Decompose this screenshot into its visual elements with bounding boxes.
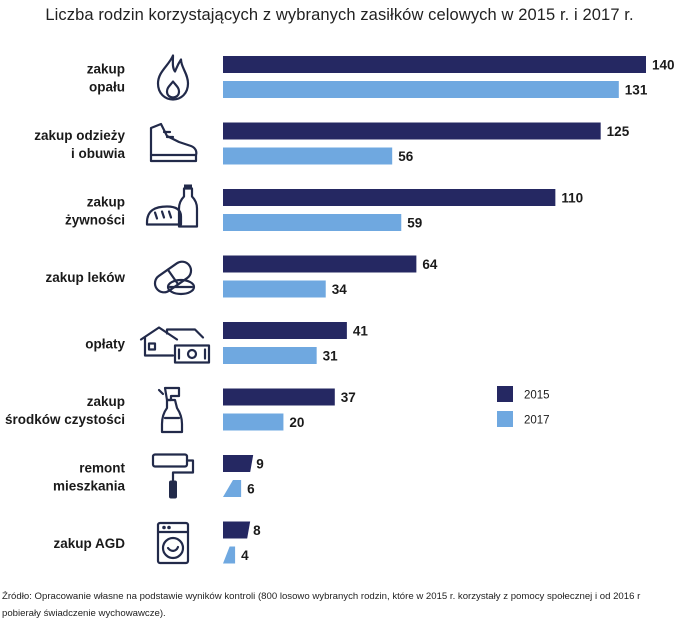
category-label-line: zakup (87, 62, 125, 77)
value-label-2015: 125 (607, 124, 630, 139)
legend: 2015 2017 (497, 386, 550, 427)
bar-2015 (223, 322, 347, 339)
bar-2015 (223, 388, 335, 406)
bar-2017 (223, 147, 393, 165)
shoe-icon (149, 122, 198, 163)
bar-chart: zakup opału zakup odzieży i obuwia zakup żywn… (5, 54, 675, 565)
washing-machine-icon (156, 521, 190, 565)
bar-2017 (223, 546, 236, 564)
bar-2015 (223, 521, 251, 539)
bar-2017 (223, 81, 619, 98)
category-label: remont mieszkania (53, 461, 126, 494)
bars (223, 56, 646, 564)
bar-2017 (223, 480, 242, 497)
category-label-line: zakup (87, 394, 125, 409)
value-label-2017: 31 (323, 349, 339, 364)
bar-2015 (223, 189, 556, 206)
legend-label-2015: 2015 (524, 390, 550, 402)
category-label: zakup środków czystości (5, 394, 125, 427)
legend-label-2017: 2017 (524, 415, 550, 427)
category-label-line: opłaty (85, 337, 125, 352)
spray-bottle-icon (157, 386, 184, 434)
bar-2017 (223, 214, 402, 231)
value-label-2017: 34 (332, 282, 348, 297)
category-label-line: żywności (65, 213, 125, 228)
source-note: Źródło: Opracowanie własne na podstawie … (2, 591, 641, 619)
chart-title: Liczba rodzin korzystających z wybranych… (45, 6, 634, 24)
category-label: zakup leków (45, 270, 125, 285)
value-label-2015: 9 (256, 457, 264, 472)
bar-2017 (223, 280, 326, 298)
category-label-line: opału (89, 80, 125, 95)
category-label-line: i obuwia (71, 146, 125, 161)
value-label-2015: 64 (422, 257, 438, 272)
category-label-line: zakup AGD (53, 536, 125, 551)
category-label: zakup odzieży i obuwia (34, 128, 125, 161)
category-labels: zakup opału zakup odzieży i obuwia zakup żywn… (5, 62, 126, 552)
bread-bottle-icon (145, 184, 199, 228)
paint-roller-icon (151, 453, 195, 499)
value-label-2015: 37 (341, 390, 356, 405)
category-label: zakup opału (87, 62, 125, 95)
value-labels: 140 131 125 56 110 59 64 34 41 31 37 20 96 84 (241, 58, 674, 564)
category-label-line: zakup leków (45, 270, 125, 285)
value-label-2017: 59 (407, 216, 422, 231)
category-label: opłaty (85, 337, 125, 352)
legend-swatch-2015 (497, 386, 513, 402)
bar-2015 (223, 255, 417, 273)
category-label-line: środków czystości (5, 412, 125, 427)
value-label-2017: 6 (247, 482, 255, 497)
category-label: zakup żywności (65, 195, 125, 228)
flame-icon (156, 54, 190, 101)
value-label-2015: 110 (561, 191, 583, 206)
bar-2015 (223, 56, 646, 73)
value-label-2017: 131 (625, 83, 648, 98)
category-label-line: remont (79, 461, 125, 476)
bar-2015 (223, 455, 254, 472)
legend-swatch-2017 (497, 411, 513, 427)
category-label-line: zakup (87, 195, 125, 210)
value-label-2017: 56 (398, 149, 414, 164)
pill-icon (153, 260, 196, 296)
value-label-2015: 41 (353, 324, 369, 339)
value-label-2015: 140 (652, 58, 675, 73)
category-icons (139, 54, 211, 565)
bar-2015 (223, 122, 601, 140)
bar-2017 (223, 347, 317, 364)
category-label-line: mieszkania (53, 479, 126, 494)
category-label: zakup AGD (53, 536, 125, 551)
value-label-2015: 8 (253, 523, 261, 538)
category-label-line: zakup odzieży (34, 128, 125, 143)
house-money-icon (139, 326, 211, 364)
value-label-2017: 20 (289, 415, 304, 430)
value-label-2017: 4 (241, 548, 249, 563)
bar-2017 (223, 413, 284, 431)
